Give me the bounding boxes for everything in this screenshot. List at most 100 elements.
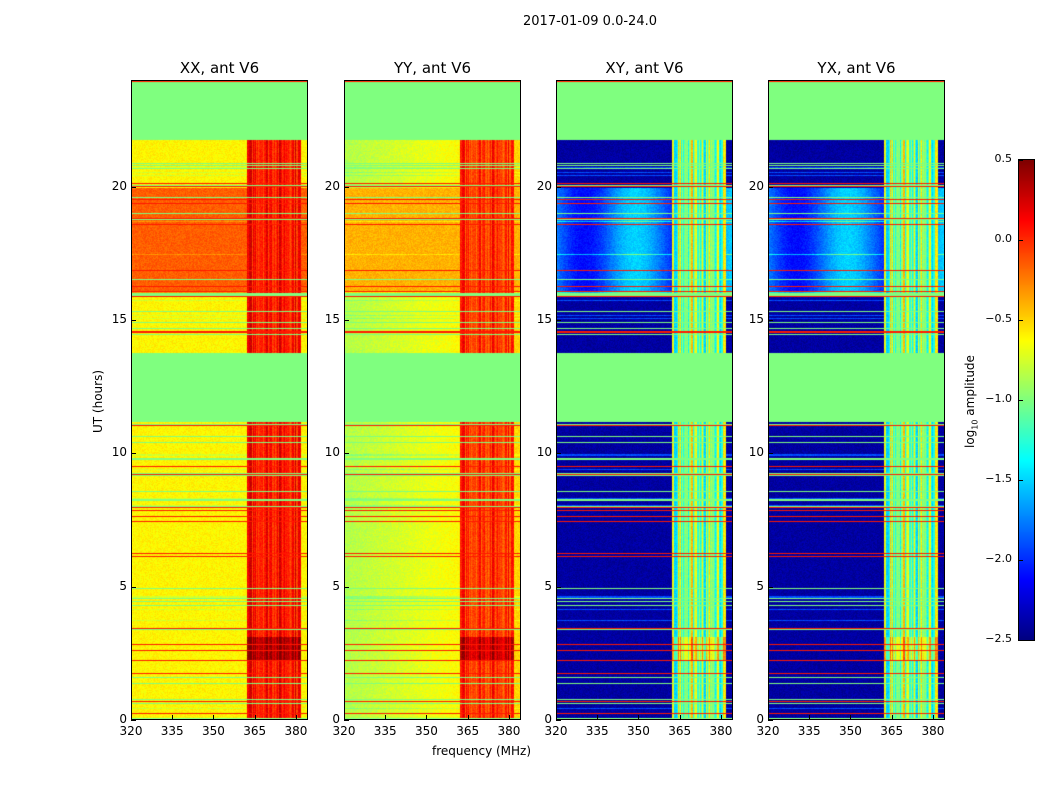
x-tick-mark bbox=[131, 715, 132, 720]
y-tick-label: 5 bbox=[544, 578, 552, 593]
y-tick-mark bbox=[768, 453, 773, 455]
colorbar-tick-mark bbox=[1019, 560, 1023, 561]
x-tick-mark bbox=[556, 715, 557, 720]
x-tick-label: 320 bbox=[544, 724, 568, 738]
figure-title: 2017-01-09 0.0-24.0 bbox=[523, 14, 657, 29]
y-tick-label: 10 bbox=[748, 445, 764, 460]
panel-title: YX, ant V6 bbox=[817, 59, 896, 77]
y-tick-label: 5 bbox=[119, 578, 127, 593]
x-tick-label: 350 bbox=[415, 724, 438, 738]
y-tick-label: 5 bbox=[332, 578, 340, 593]
y-tick-label: 10 bbox=[111, 445, 127, 460]
colorbar-tick-mark bbox=[1019, 640, 1023, 641]
x-tick-mark bbox=[720, 715, 722, 720]
x-tick-label: 380 bbox=[497, 724, 521, 738]
colorbar-tick-label: −2.0 bbox=[985, 552, 1012, 565]
y-tick-mark bbox=[768, 186, 773, 188]
x-tick-mark bbox=[426, 715, 428, 720]
panel-title: XX, ant V6 bbox=[179, 59, 260, 77]
colorbar-tick-mark bbox=[1019, 160, 1023, 161]
heatmap-panel-yx bbox=[768, 80, 945, 720]
y-tick-mark bbox=[768, 720, 773, 721]
y-tick-mark bbox=[131, 186, 136, 188]
colorbar-tick-mark bbox=[1019, 400, 1023, 401]
x-tick-label: 335 bbox=[797, 724, 821, 738]
x-tick-mark bbox=[467, 715, 469, 720]
colorbar-tick-label: 0.5 bbox=[994, 152, 1013, 165]
x-tick-mark bbox=[385, 715, 387, 720]
x-tick-label: 320 bbox=[756, 724, 780, 738]
y-tick-mark bbox=[344, 186, 349, 188]
y-tick-label: 20 bbox=[536, 178, 552, 193]
x-tick-mark bbox=[213, 715, 215, 720]
y-tick-label: 15 bbox=[111, 312, 127, 326]
x-tick-mark bbox=[932, 715, 934, 720]
colorbar-tick-label: −1.5 bbox=[985, 472, 1012, 485]
heatmap-panel-xx bbox=[131, 80, 308, 720]
panel-title: XY, ant V6 bbox=[605, 59, 684, 77]
y-tick-mark bbox=[344, 320, 349, 321]
colorbar-tick-label: −2.5 bbox=[985, 632, 1012, 645]
x-tick-mark bbox=[597, 715, 599, 720]
y-tick-mark bbox=[344, 453, 349, 455]
x-tick-label: 365 bbox=[880, 724, 904, 738]
x-tick-label: 350 bbox=[627, 724, 650, 738]
x-tick-label: 365 bbox=[668, 724, 692, 738]
x-axis-label: frequency (MHz) bbox=[432, 744, 532, 758]
colorbar-tick-label: −0.5 bbox=[985, 312, 1012, 325]
y-tick-label: 0 bbox=[756, 712, 764, 726]
x-tick-mark bbox=[172, 715, 174, 720]
y-tick-mark bbox=[131, 453, 136, 455]
y-axis-label: UT (hours) bbox=[91, 369, 105, 433]
y-tick-label: 15 bbox=[324, 312, 340, 326]
x-tick-label: 365 bbox=[456, 724, 480, 738]
x-tick-mark bbox=[768, 715, 769, 720]
x-tick-mark bbox=[809, 715, 811, 720]
heatmap-cells bbox=[557, 81, 732, 719]
x-tick-label: 320 bbox=[332, 724, 356, 738]
colorbar-gradient bbox=[1019, 160, 1034, 640]
y-tick-mark bbox=[556, 186, 561, 188]
x-tick-mark bbox=[850, 715, 852, 720]
y-tick-mark bbox=[556, 320, 561, 321]
x-tick-label: 380 bbox=[709, 724, 733, 738]
y-tick-label: 10 bbox=[324, 445, 340, 460]
x-tick-label: 380 bbox=[921, 724, 945, 738]
x-tick-label: 380 bbox=[284, 724, 308, 738]
colorbar-tick-mark bbox=[1019, 480, 1023, 481]
y-tick-label: 0 bbox=[332, 712, 340, 726]
y-tick-mark bbox=[131, 586, 136, 588]
x-tick-label: 335 bbox=[585, 724, 609, 738]
x-tick-label: 335 bbox=[160, 724, 184, 738]
x-tick-mark bbox=[254, 715, 256, 720]
y-tick-mark bbox=[556, 453, 561, 455]
x-tick-label: 320 bbox=[119, 724, 143, 738]
y-tick-mark bbox=[344, 586, 349, 588]
y-tick-mark bbox=[131, 720, 136, 721]
x-tick-label: 350 bbox=[839, 724, 862, 738]
colorbar bbox=[1018, 159, 1035, 641]
y-tick-mark bbox=[131, 320, 136, 321]
y-tick-label: 15 bbox=[748, 312, 764, 326]
y-tick-label: 0 bbox=[544, 712, 552, 726]
y-tick-mark bbox=[768, 320, 773, 321]
y-tick-mark bbox=[768, 586, 773, 588]
x-tick-mark bbox=[508, 715, 510, 720]
x-tick-mark bbox=[891, 715, 893, 720]
heatmap-cells bbox=[345, 81, 520, 719]
y-tick-label: 15 bbox=[536, 312, 552, 326]
heatmap-panel-yy bbox=[344, 80, 521, 720]
colorbar-tick-label: 0.0 bbox=[994, 232, 1013, 245]
heatmap-panel-xy bbox=[556, 80, 733, 720]
y-tick-mark bbox=[556, 586, 561, 588]
y-tick-label: 20 bbox=[111, 178, 127, 193]
heatmap-cells bbox=[132, 81, 307, 719]
x-tick-label: 365 bbox=[243, 724, 267, 738]
y-tick-label: 5 bbox=[756, 578, 764, 593]
x-tick-mark bbox=[344, 715, 345, 720]
panel-title: YY, ant V6 bbox=[393, 59, 471, 77]
x-tick-mark bbox=[679, 715, 681, 720]
x-tick-mark bbox=[638, 715, 640, 720]
x-tick-label: 350 bbox=[202, 724, 225, 738]
